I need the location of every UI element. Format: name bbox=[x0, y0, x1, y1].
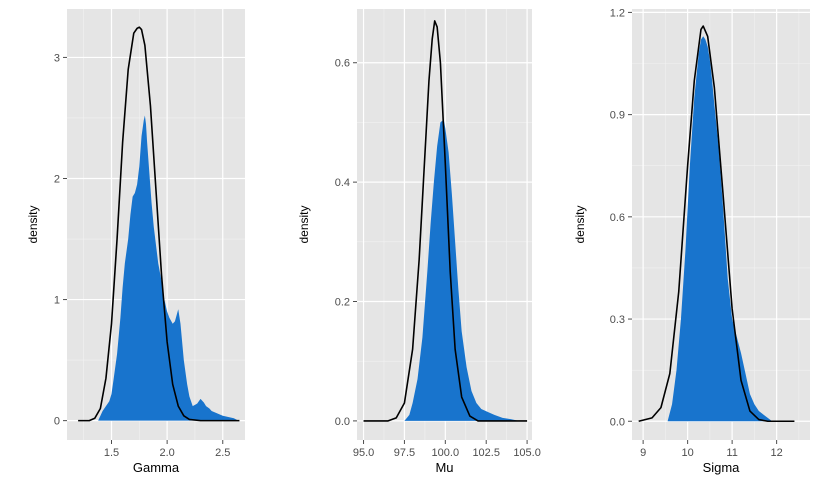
sigma-x-tick-label: 11 bbox=[726, 447, 737, 459]
gamma-y-axis-title: density bbox=[26, 205, 40, 243]
mu-x-tick-label: 105.0 bbox=[513, 447, 541, 459]
gamma-x-tick-label: 2.5 bbox=[215, 447, 230, 459]
gamma-x-tick-label: 2.0 bbox=[159, 447, 174, 459]
gamma-y-tick-label: 0 bbox=[54, 416, 60, 428]
sigma-y-tick-label: 0.6 bbox=[610, 212, 625, 224]
gamma-y-tick-label: 3 bbox=[54, 52, 60, 64]
mu-y-tick-label: 0.0 bbox=[335, 416, 350, 428]
mu-x-tick-label: 95.0 bbox=[353, 447, 374, 459]
sigma-x-axis-title: Sigma bbox=[703, 460, 741, 475]
mu-density-area bbox=[404, 119, 519, 421]
gamma-y-tick-label: 1 bbox=[54, 295, 60, 307]
gamma-density-area bbox=[98, 115, 239, 421]
mu-y-tick-label: 0.2 bbox=[335, 297, 350, 309]
mu-normal-curve bbox=[363, 20, 528, 422]
sigma-y-tick-label: 1.2 bbox=[610, 7, 625, 19]
sigma-y-tick-label: 0.0 bbox=[610, 416, 625, 428]
sigma-density-area bbox=[667, 36, 773, 422]
mu-x-tick-label: 97.5 bbox=[394, 447, 415, 459]
sigma-normal-curve bbox=[638, 25, 795, 423]
sigma-y-tick-label: 0.9 bbox=[610, 110, 625, 122]
sigma-x-tick-label: 10 bbox=[682, 447, 694, 459]
mu-x-tick-label: 102.5 bbox=[472, 447, 500, 459]
mu-x-axis-title: Mu bbox=[435, 460, 453, 475]
sigma-density-panel: 9 10 11 12 0.0 0.3 0.6 0.9 1.2 Sigma density bbox=[573, 7, 810, 475]
sigma-x-tick-label: 12 bbox=[771, 447, 783, 459]
gamma-y-tick-label: 2 bbox=[54, 173, 60, 185]
mu-y-axis-title: density bbox=[297, 205, 311, 243]
gamma-normal-curve bbox=[78, 26, 240, 422]
sigma-y-tick-label: 0.3 bbox=[610, 314, 625, 326]
mu-density-panel: 95.0 97.5 100.0 102.5 105.0 0.0 0.2 0.4 0.6 Mu den… bbox=[297, 9, 541, 475]
gamma-x-tick-label: 1.5 bbox=[104, 447, 119, 459]
gamma-x-axis-title: Gamma bbox=[133, 460, 180, 475]
mu-y-tick-label: 0.4 bbox=[335, 177, 350, 189]
mu-y-tick-label: 0.6 bbox=[335, 58, 350, 70]
sigma-y-axis-title: density bbox=[573, 205, 587, 243]
sigma-x-tick-label: 9 bbox=[640, 447, 646, 459]
gamma-density-panel: 1.5 2.0 2.5 0 1 2 3 Gamma density bbox=[26, 9, 245, 475]
mu-x-tick-label: 100.0 bbox=[432, 447, 460, 459]
